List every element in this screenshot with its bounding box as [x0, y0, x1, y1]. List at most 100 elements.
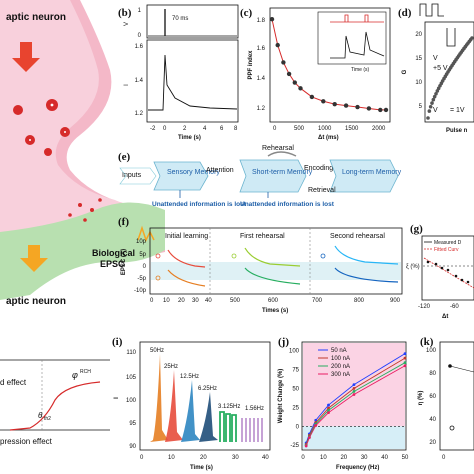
- svg-text:Second rehearsal: Second rehearsal: [330, 233, 385, 240]
- ppf-point: [292, 80, 297, 85]
- series-point: [327, 403, 330, 407]
- ppf-point: [298, 86, 303, 91]
- panel-f: (f) Initial learning First rehearsal Sec…: [118, 216, 403, 314]
- svg-text:V: V: [433, 55, 438, 62]
- svg-text:6: 6: [220, 126, 224, 132]
- svg-text:Time (s): Time (s): [190, 465, 213, 471]
- rehearsal2-decay-lower: [334, 267, 399, 283]
- rehearsal2-decay-upper: [334, 245, 399, 265]
- series-point: [352, 383, 356, 387]
- svg-text:1.2: 1.2: [257, 106, 266, 112]
- svg-text:-2: -2: [150, 126, 156, 132]
- ppf-point: [309, 94, 315, 100]
- svg-text:12.5Hz: 12.5Hz: [180, 374, 199, 380]
- ppf-point: [281, 60, 286, 65]
- bio-label-2: EPSC: [100, 259, 125, 269]
- svg-text:th2: th2: [44, 416, 51, 422]
- svg-text:0: 0: [140, 455, 144, 461]
- series-point: [352, 393, 356, 396]
- ppf-point: [275, 42, 280, 48]
- svg-text:20: 20: [178, 298, 185, 304]
- gmem-point: [432, 94, 437, 99]
- svg-text:30: 30: [192, 298, 199, 304]
- panel-e-letter: (e): [118, 151, 131, 163]
- svg-text:10: 10: [168, 455, 175, 461]
- panel-a-bottom-label: aptic neuron: [6, 296, 66, 307]
- svg-text:1.8: 1.8: [257, 18, 266, 24]
- ppf-point: [383, 107, 389, 113]
- short-term-memory-box: [239, 159, 307, 193]
- svg-text:200 nA: 200 nA: [331, 364, 350, 370]
- svg-text:1.6: 1.6: [135, 44, 144, 50]
- svg-text:RCH: RCH: [80, 369, 91, 375]
- learning-decay-upper: [167, 249, 206, 268]
- svg-text:1.6: 1.6: [257, 46, 266, 52]
- series-point: [403, 356, 407, 360]
- panel-c-axes: [269, 7, 391, 123]
- series-point: [352, 387, 356, 390]
- gmem-point: [435, 89, 440, 93]
- svg-text:= 1V: = 1V: [450, 107, 465, 114]
- svg-text:40: 40: [429, 417, 436, 423]
- svg-text:800: 800: [354, 298, 365, 304]
- svg-text:Short-term Memory: Short-term Memory: [252, 169, 313, 176]
- y-tick-label: 0: [296, 424, 300, 430]
- svg-text:90: 90: [129, 444, 136, 450]
- panel-a-top-label: aptic neuron: [6, 12, 66, 23]
- series-point: [307, 436, 311, 440]
- x-tick-label: 20: [340, 455, 347, 461]
- panel-i-axes: [139, 341, 271, 451]
- pulse-50hz: [150, 354, 168, 442]
- learning-decay-lower: [167, 269, 206, 287]
- x-tick-label: 50: [402, 455, 409, 461]
- svg-text:Times (s): Times (s): [262, 308, 288, 314]
- svg-text:Pulse n: Pulse n: [446, 128, 468, 134]
- svg-text:Δt: Δt: [442, 314, 448, 320]
- svg-text:+5 V: +5 V: [433, 65, 448, 72]
- gmem-point: [430, 101, 434, 105]
- series-point: [403, 361, 407, 365]
- panel-c-letter: (c): [240, 7, 253, 19]
- pulse-label: 70 ms: [172, 16, 188, 22]
- panel-b-top-axes: [146, 4, 239, 39]
- svg-text:25Hz: 25Hz: [164, 364, 178, 370]
- svg-text:80: 80: [429, 371, 436, 377]
- svg-text:η (%): η (%): [418, 391, 424, 406]
- ppf-point: [332, 101, 337, 107]
- series-point: [314, 418, 318, 422]
- svg-text:EPSC (A): EPSC (A): [121, 249, 127, 275]
- svg-text:110: 110: [126, 350, 136, 356]
- svg-text:Measured D: Measured D: [434, 240, 462, 246]
- svg-text:1000: 1000: [318, 126, 332, 132]
- svg-text:-60: -60: [450, 304, 459, 310]
- pulse-3hz: [219, 411, 237, 442]
- svg-text:50 nA: 50 nA: [331, 348, 347, 354]
- bio-label-1: Biological: [92, 248, 135, 258]
- panel-k-letter: (k): [420, 336, 434, 348]
- gmem-point: [431, 97, 436, 102]
- svg-text:3.125Hz: 3.125Hz: [218, 404, 240, 410]
- svg-text:100 nA: 100 nA: [331, 356, 350, 362]
- svg-text:5p: 5p: [139, 252, 146, 258]
- svg-text:10: 10: [163, 298, 170, 304]
- svg-text:60: 60: [429, 394, 436, 400]
- series-point: [327, 411, 330, 415]
- panel-c-ylabel: PPF index: [248, 50, 254, 80]
- panel-b-xlabel: Time (s): [178, 135, 201, 141]
- ppf-point: [286, 71, 292, 77]
- svg-text:G: G: [402, 69, 408, 74]
- panel-g-axes: [421, 235, 474, 301]
- series-point: [304, 444, 308, 448]
- svg-text:-10p: -10p: [134, 288, 147, 294]
- gmem-points: [426, 36, 474, 120]
- svg-text:300 nA: 300 nA: [331, 372, 350, 378]
- svg-text:-120: -120: [418, 304, 431, 310]
- svg-text:40: 40: [262, 455, 269, 461]
- x-tick-label: 10: [320, 455, 327, 461]
- svg-text:100: 100: [426, 348, 437, 354]
- y-tick-label: -25: [290, 443, 299, 449]
- svg-text:105: 105: [126, 375, 137, 381]
- current-trace: [148, 54, 238, 111]
- ppf-point: [321, 99, 326, 104]
- ppf-point: [343, 103, 349, 108]
